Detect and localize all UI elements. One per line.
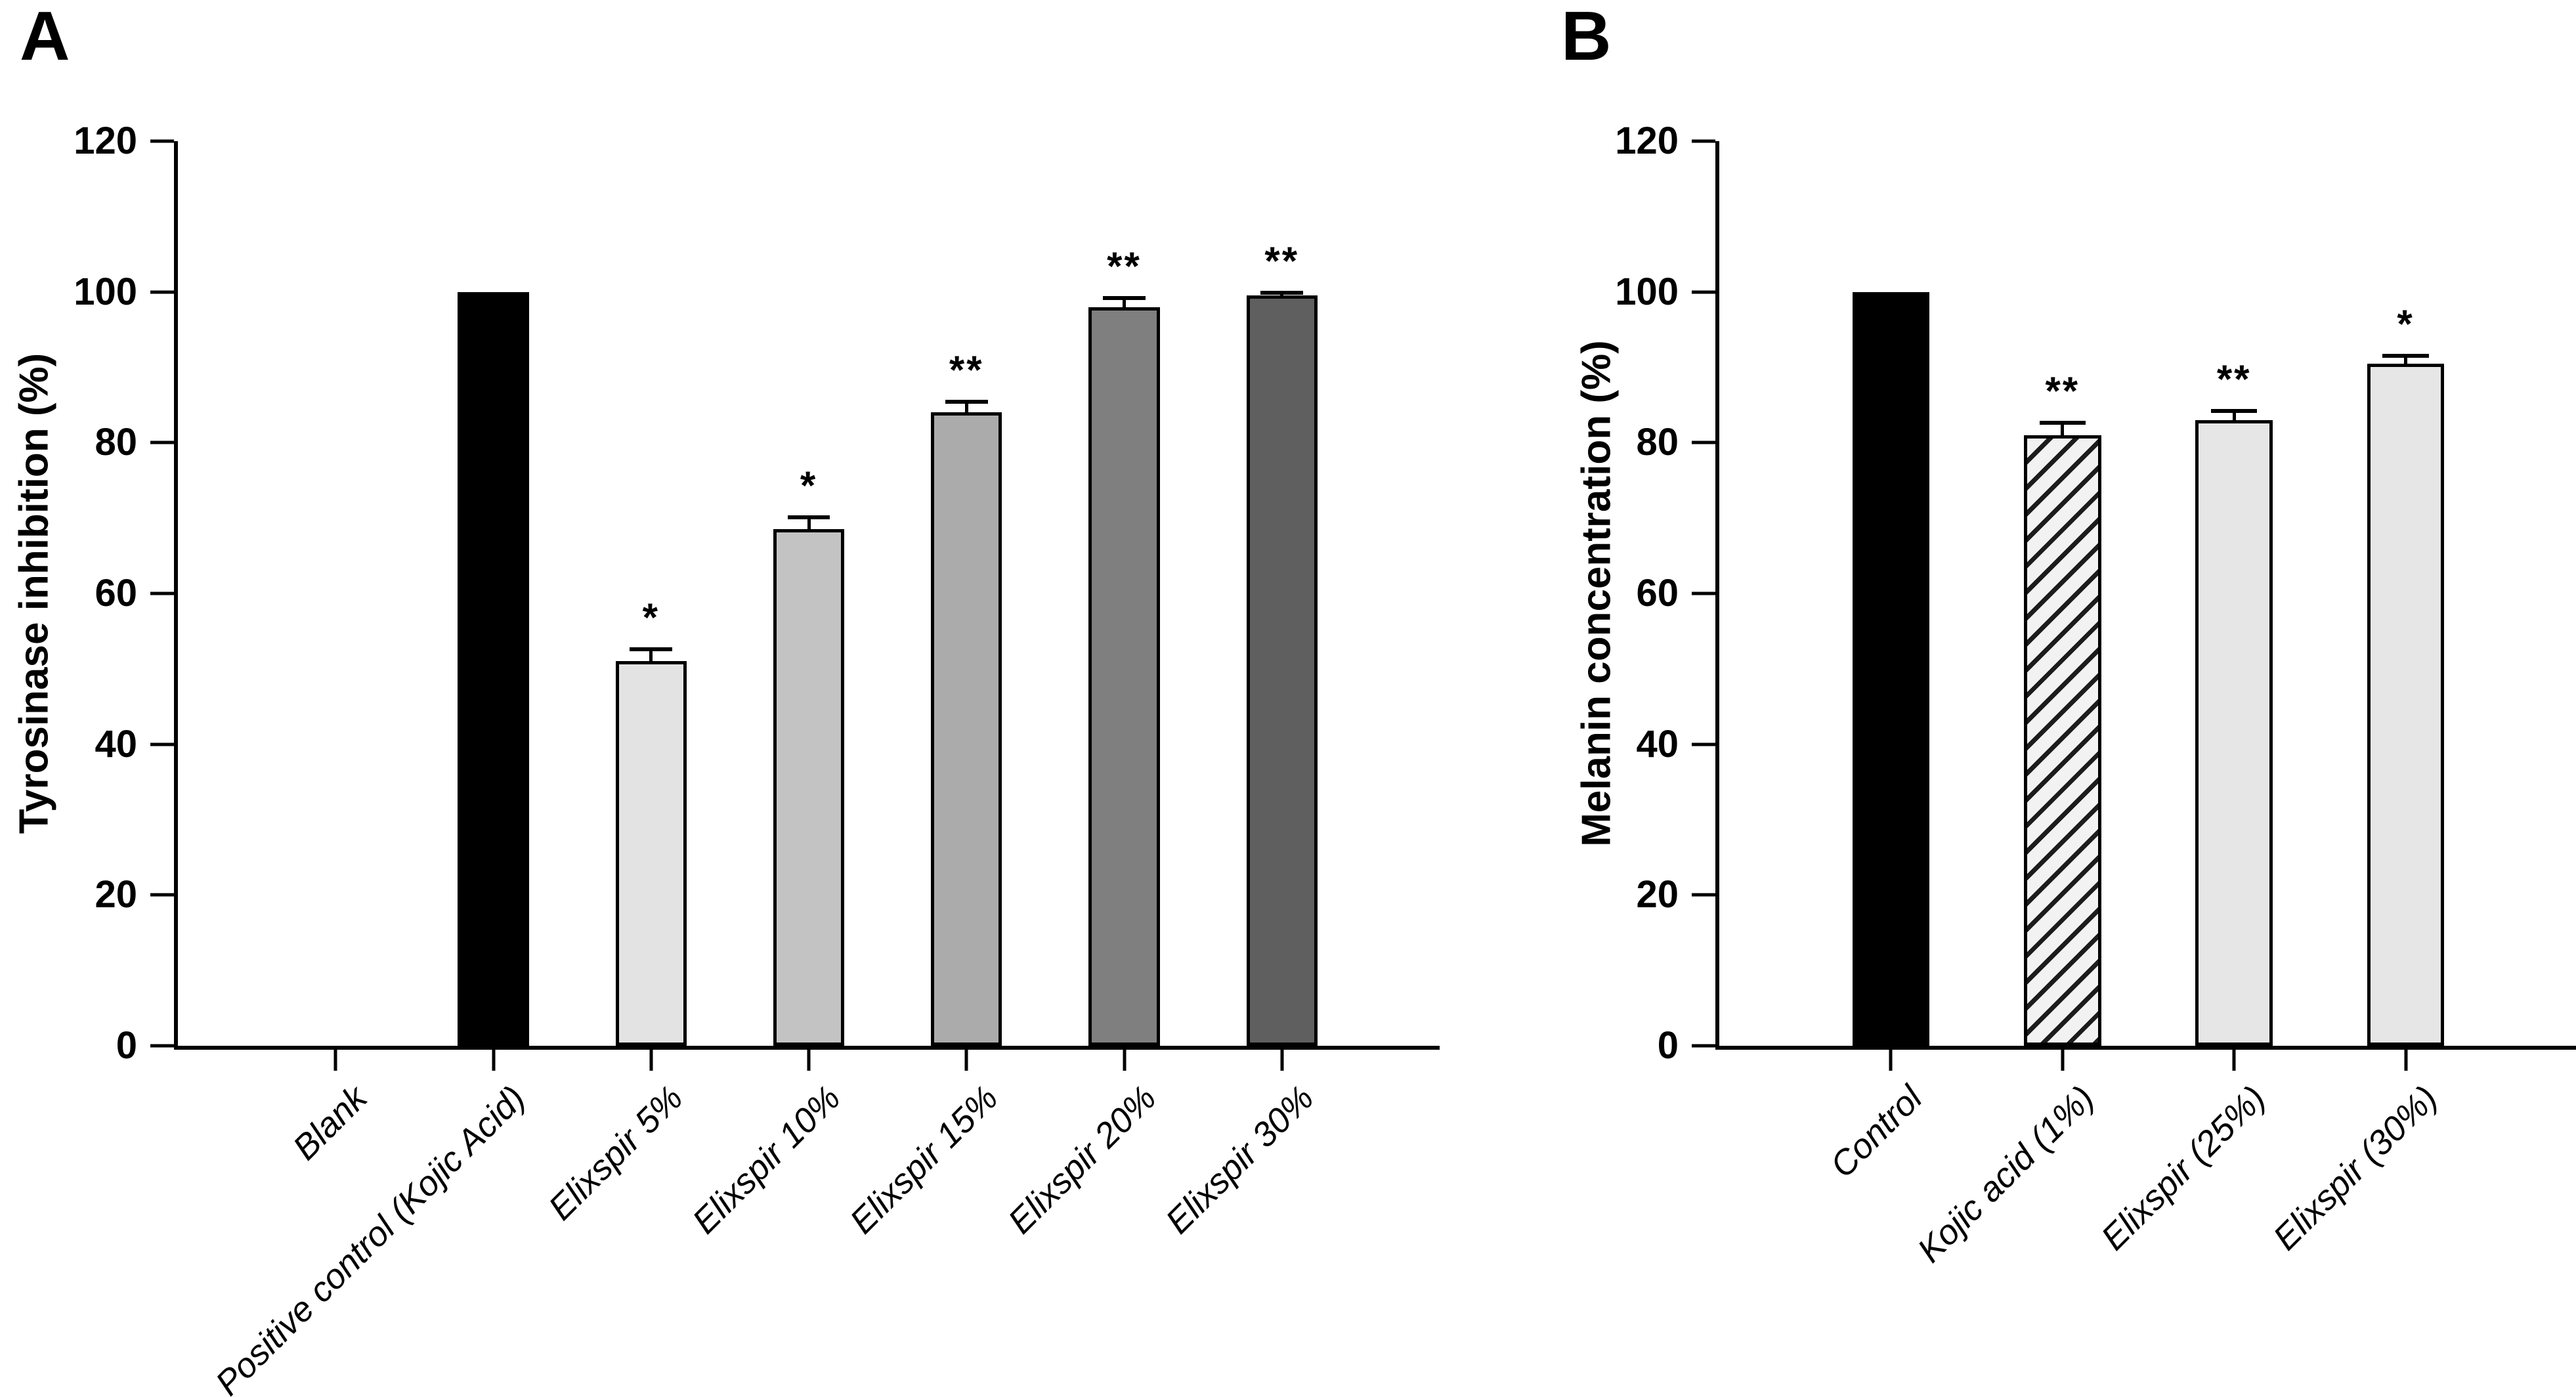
x-tick <box>2404 1050 2408 1071</box>
bar <box>773 529 845 1046</box>
significance-label: ** <box>2045 369 2080 414</box>
y-tick <box>150 290 174 294</box>
y-tick-label: 20 <box>1636 873 1679 916</box>
significance-label: * <box>2397 302 2415 347</box>
error-bar-cap <box>1260 290 1304 295</box>
y-tick-label: 120 <box>1615 119 1679 162</box>
y-tick <box>150 441 174 444</box>
error-bar-cap <box>1103 295 1146 300</box>
bar <box>1852 291 1930 1046</box>
y-tick-label: 100 <box>74 270 137 313</box>
x-tick <box>492 1050 495 1071</box>
y-tick-label: 60 <box>1636 572 1679 614</box>
y-tick <box>150 742 174 746</box>
y-tick <box>1692 1044 1715 1048</box>
y-tick-label: 60 <box>95 572 137 614</box>
panel-b-y-axis-title: Melanin concentration (%) <box>1574 340 1620 847</box>
x-tick-label: Elixspir 20% <box>1000 1078 1164 1241</box>
y-tick-label: 120 <box>74 119 137 162</box>
error-bar-cap <box>630 647 673 651</box>
significance-label: ** <box>1107 244 1142 288</box>
significance-label: ** <box>1264 238 1300 283</box>
x-tick <box>1280 1050 1284 1071</box>
y-tick-label: 40 <box>95 722 137 765</box>
significance-label: * <box>642 595 660 639</box>
bar <box>1246 295 1318 1046</box>
x-tick <box>964 1050 968 1071</box>
panel-b-plot-area: 0 20 40 60 80 100 120 Control Kojic acid (1%) ** E… <box>1615 122 2576 1270</box>
y-tick <box>1692 139 1715 143</box>
panel-a-plot-area: 0 20 40 60 80 100 120 Blank Positive control (Ko… <box>74 122 1440 1397</box>
x-tick <box>2232 1050 2236 1071</box>
y-tick <box>150 1044 174 1048</box>
x-tick-label: Control <box>1823 1078 1930 1186</box>
y-tick <box>1692 893 1715 897</box>
x-tick <box>2061 1050 2065 1071</box>
y-tick-label: 20 <box>95 873 137 916</box>
error-bar-line <box>964 402 968 413</box>
bar <box>458 291 529 1046</box>
error-bar-line <box>2404 356 2408 364</box>
y-tick <box>1692 290 1715 294</box>
x-tick-label: Elixspir 5% <box>541 1078 691 1228</box>
error-bar-line <box>807 517 811 530</box>
bar <box>615 661 687 1046</box>
error-bar-line <box>2061 423 2065 435</box>
error-bar-line <box>2232 411 2236 420</box>
y-tick-label: 80 <box>95 421 137 464</box>
error-bar-cap <box>2039 421 2086 425</box>
y-tick-label: 0 <box>1657 1024 1679 1067</box>
y-tick <box>1692 591 1715 595</box>
y-tick <box>150 591 174 595</box>
panel-a: A Tyrosinase inhibition (%) 0 20 40 60 80 100… <box>11 0 1440 1397</box>
x-tick-label: Elixspir 15% <box>842 1078 1006 1241</box>
y-tick-label: 80 <box>1636 421 1679 464</box>
x-tick <box>333 1050 337 1071</box>
bar <box>2367 363 2445 1046</box>
bar <box>2195 419 2273 1046</box>
bar <box>2023 435 2101 1046</box>
bar <box>1088 307 1160 1046</box>
significance-label: ** <box>949 348 984 393</box>
y-tick <box>150 893 174 897</box>
error-bar-cap <box>945 400 988 404</box>
y-tick <box>1692 742 1715 746</box>
error-bar-cap <box>787 515 830 520</box>
x-tick-label: Kojic acid (1%) <box>1910 1078 2102 1270</box>
error-bar-line <box>1123 297 1126 307</box>
x-tick <box>1889 1050 1893 1071</box>
panel-b: B Melanin concentration (%) 0 20 40 60 80 100… <box>1543 0 2576 1397</box>
error-bar-cap <box>2210 409 2258 414</box>
y-tick-label: 100 <box>1615 270 1679 313</box>
significance-label: * <box>800 463 818 508</box>
error-bar-cap <box>2382 354 2429 358</box>
y-tick <box>1692 441 1715 444</box>
panel-a-y-axis-title: Tyrosinase inhibition (%) <box>11 353 57 834</box>
x-tick-label: Elixspir (30%) <box>2265 1078 2445 1258</box>
x-tick <box>1123 1050 1126 1071</box>
y-tick <box>150 139 174 143</box>
x-tick-label: Blank <box>286 1078 375 1168</box>
error-bar-line <box>649 649 653 662</box>
x-tick <box>649 1050 653 1071</box>
y-tick-label: 40 <box>1636 722 1679 765</box>
x-tick <box>807 1050 811 1071</box>
x-tick-label: Elixspir 10% <box>685 1078 848 1241</box>
y-tick-label: 0 <box>116 1024 137 1067</box>
significance-label: ** <box>2216 357 2252 402</box>
x-tick-label: Elixspir (25%) <box>2093 1078 2273 1258</box>
x-tick-label: Positive control (Kojic Acid) <box>207 1078 533 1397</box>
panel-b-label: B <box>1561 0 1612 75</box>
bar <box>931 412 1002 1046</box>
panel-a-label: A <box>20 0 70 75</box>
x-tick-label: Elixspir 30% <box>1158 1078 1321 1241</box>
